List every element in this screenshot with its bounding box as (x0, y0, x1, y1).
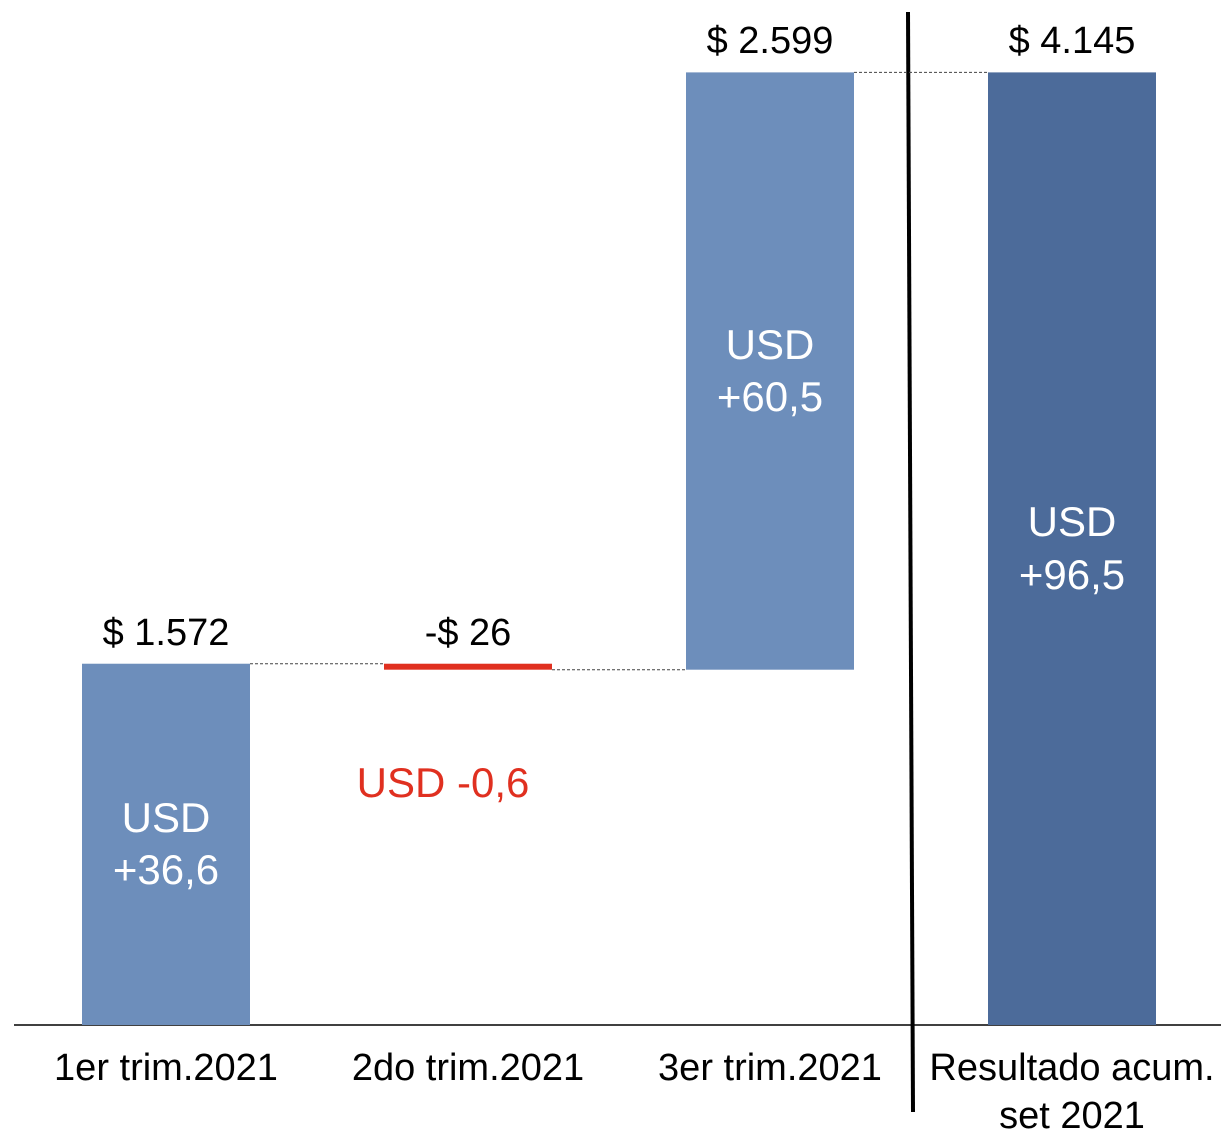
annotation: USD -0,6 (356, 759, 530, 807)
annotation: USD +60,5 (716, 320, 824, 421)
bar (988, 72, 1156, 1026)
value-label: $ 1.572 (102, 611, 230, 654)
bar (384, 663, 552, 670)
x-tick-label: 2do trim.2021 (351, 1047, 585, 1089)
value-label: $ 4.145 (1008, 20, 1136, 63)
bar (686, 72, 854, 670)
x-tick-label: Resultado acum. set 2021 (929, 1047, 1215, 1137)
x-tick-label: 3er trim.2021 (658, 1047, 882, 1089)
separator (906, 11, 915, 1113)
annotation: USD +96,5 (1018, 498, 1126, 598)
bar (82, 663, 250, 1025)
x-tick-label: 1er trim.2021 (54, 1047, 278, 1089)
value-label: -$ 26 (424, 611, 512, 654)
annotation: USD +36,6 (112, 793, 220, 894)
value-label: $ 2.599 (706, 20, 834, 63)
